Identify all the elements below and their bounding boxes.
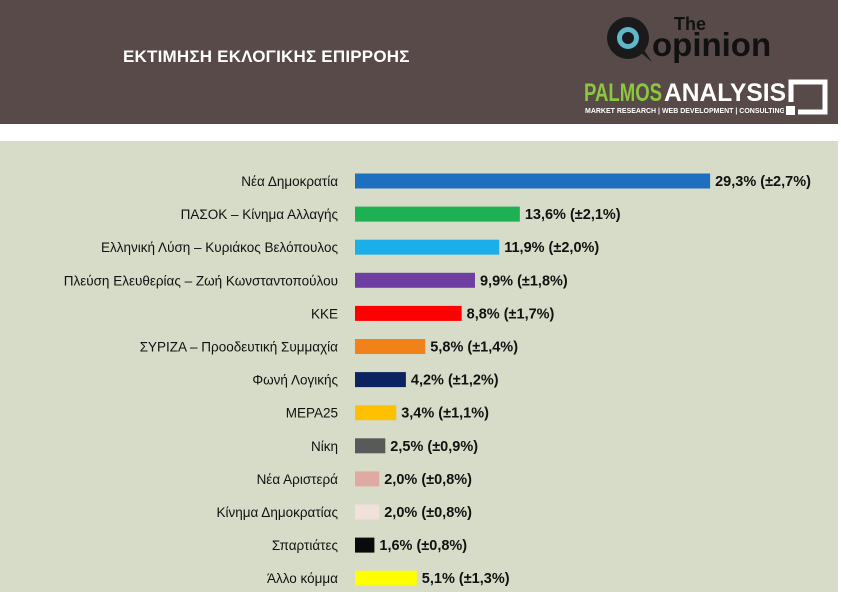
value-label: 9,9% (±1,8%)	[480, 273, 568, 289]
bar	[355, 570, 417, 586]
bar	[355, 372, 406, 388]
bar	[355, 339, 426, 354]
bar	[355, 206, 520, 222]
category-label: Κίνημα Δημοκρατίας	[216, 505, 338, 520]
category-label: Σπαρτιάτες	[272, 538, 339, 553]
bar	[355, 239, 500, 255]
value-label: 2,0% (±0,8%)	[384, 472, 472, 488]
category-label: Νέα Αριστερά	[257, 472, 339, 487]
bar	[355, 537, 375, 553]
logo-palmos-main-2: ANALYSIS	[664, 79, 786, 107]
bar	[355, 173, 711, 189]
category-label: ΚΚΕ	[311, 306, 338, 321]
category-label: Νίκη	[311, 439, 338, 454]
bar	[355, 305, 462, 321]
logo-opinion-small: The	[674, 14, 706, 34]
bar	[355, 471, 380, 487]
logo-opinion-main: opinion	[652, 26, 771, 63]
value-label: 3,4% (±1,1%)	[401, 406, 489, 422]
value-label: 1,6% (±0,8%)	[379, 538, 467, 554]
bar	[355, 504, 380, 520]
value-label: 29,3% (±2,7%)	[715, 174, 811, 190]
category-label: Φωνή Λογικής	[252, 373, 338, 388]
category-label: ΣΥΡΙΖΑ – Προοδευτική Συμμαχία	[140, 340, 338, 355]
value-label: 4,2% (±1,2%)	[411, 373, 499, 389]
bar	[355, 438, 386, 454]
category-label: Ελληνική Λύση – Κυριάκος Βελόπουλος	[101, 240, 338, 255]
palmos-analysis-logo: PALMOS ANALYSIS MARKET RESEARCH | WEB DE…	[584, 79, 828, 116]
value-label: 13,6% (±2,1%)	[525, 207, 621, 223]
category-label: ΜΕΡΑ25	[286, 406, 338, 421]
value-label: 8,8% (±1,7%)	[467, 306, 555, 322]
value-label: 5,8% (±1,4%)	[430, 340, 518, 356]
category-label: Νέα Δημοκρατία	[241, 174, 338, 189]
chart-plot-area: Νέα Δημοκρατία 29,3% (±2,7%) ΠΑΣΟΚ – Κίνημ…	[0, 141, 838, 592]
bar	[355, 405, 397, 421]
category-label: Πλεύση Ελευθερίας – Ζωή Κωνσταντοπούλου	[64, 273, 338, 288]
the-opinion-logo: The opinion	[607, 14, 771, 63]
category-label: Άλλο κόμμα	[267, 571, 338, 586]
value-label: 2,5% (±0,9%)	[390, 439, 478, 455]
bar	[355, 272, 475, 288]
chart-title: ΕΚΤΙΜΗΣΗ ΕΚΛΟΓΙΚΗΣ ΕΠΙΡΡΟΗΣ	[123, 47, 410, 66]
logo-palmos-main-1: PALMOS	[584, 79, 662, 107]
value-label: 11,9% (±2,0%)	[504, 240, 599, 256]
logo-palmos-sub: MARKET RESEARCH | WEB DEVELOPMENT | CONS…	[585, 106, 785, 115]
category-label: ΠΑΣΟΚ – Κίνημα Αλλαγής	[181, 207, 339, 222]
header-banner: ΕΚΤΙΜΗΣΗ ΕΚΛΟΓΙΚΗΣ ΕΠΙΡΡΟΗΣ The opinion …	[0, 0, 838, 124]
bar-chart: Νέα Δημοκρατία 29,3% (±2,7%) ΠΑΣΟΚ – Κίνημ…	[64, 173, 811, 587]
value-label: 2,0% (±0,8%)	[384, 505, 472, 521]
value-label: 5,1% (±1,3%)	[422, 571, 510, 587]
